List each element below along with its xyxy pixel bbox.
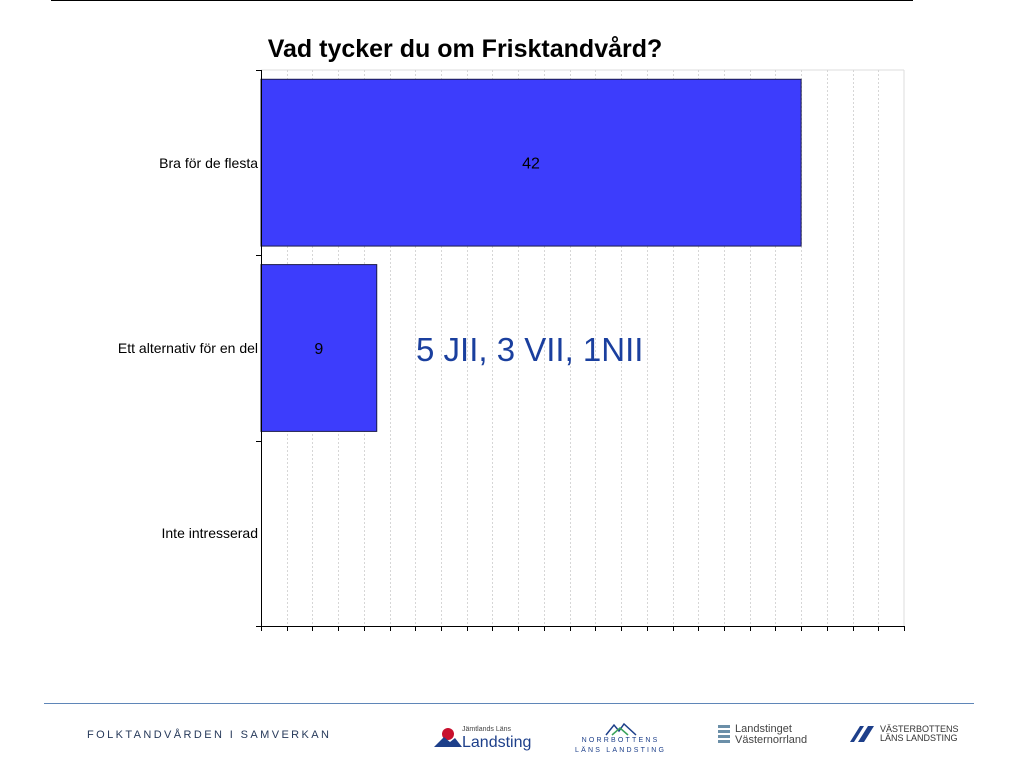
vasterbotten-logo-line2: LÄNS LANDSTING: [880, 733, 958, 743]
norrbotten-logo-line2: LÄNS LANDSTING: [575, 747, 667, 754]
vasterbotten-logo: VÄSTERBOTTENS LÄNS LANDSTING: [850, 724, 959, 744]
axes: [256, 70, 905, 631]
vasterbotten-emblem-icon: [850, 726, 874, 742]
data-label: 42: [522, 156, 540, 173]
chart-title: Vad tycker du om Frisktandvård?: [267, 35, 663, 63]
jamtland-logo-small-text: Jämtlands Läns: [462, 726, 512, 733]
jamtland-logo: Jämtlands Läns Landsting: [434, 724, 532, 751]
category-label: Inte intresserad: [161, 525, 259, 541]
norrbotten-logo: NORRBOTTENS LÄNS LANDSTING: [575, 722, 666, 756]
jamtland-logo-large-text: Landsting: [462, 734, 532, 751]
top-divider: [51, 0, 913, 1]
category-label: Ett alternativ för en del: [117, 340, 258, 356]
norrbotten-mountain-icon: [604, 722, 637, 736]
bars: 42 9: [260, 78, 802, 432]
vasterbotten-logo-line1: VÄSTERBOTTENS: [880, 724, 959, 734]
vasternorrland-stripes-icon: [718, 725, 730, 743]
vasternorrland-logo-line2: Västernorrland: [735, 734, 808, 746]
category-label: Bra för de flesta: [159, 155, 258, 171]
vasternorrland-logo-line1: Landstinget: [735, 723, 792, 735]
bar-chart: 42 9: [256, 69, 905, 631]
footer-org-name: FOLKTANDVÅRDEN I SAMVERKAN: [87, 729, 332, 741]
chart-annotation: 5 JII, 3 VII, 1NII: [416, 331, 644, 368]
vasternorrland-logo: Landstinget Västernorrland: [718, 724, 807, 746]
data-label: 9: [314, 341, 323, 358]
jamtland-emblem-icon: [434, 728, 462, 747]
footer-divider: [44, 703, 974, 704]
norrbotten-logo-line1: NORRBOTTENS: [581, 737, 660, 744]
